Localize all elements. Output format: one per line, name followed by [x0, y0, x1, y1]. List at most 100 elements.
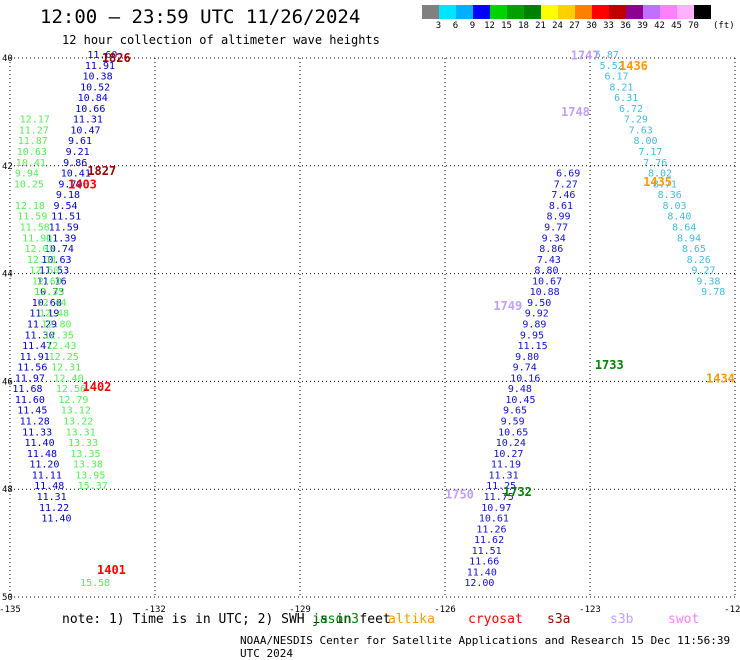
swh-value: 9.54: [54, 201, 78, 212]
colorbar-label: 39: [637, 21, 648, 31]
swh-value: 6.69: [556, 169, 580, 180]
colorbar-label: 9: [469, 21, 476, 31]
swh-value: 7.29: [624, 115, 648, 126]
swh-value: 8.99: [547, 212, 571, 223]
swh-value: 9.50: [527, 298, 551, 309]
swh-value: 11.28: [20, 417, 50, 428]
colorbar-swatch: [439, 5, 456, 19]
colorbar-swatch: [490, 5, 507, 19]
colorbar-label: 42: [654, 21, 665, 31]
swh-value: 11.56: [17, 363, 47, 374]
swh-value: 9.38: [696, 276, 720, 287]
colorbar-label: 3: [435, 21, 442, 31]
colorbar-swatch: [592, 5, 609, 19]
satellite-label-swot: swot: [668, 612, 700, 627]
colorbar-label: 12: [484, 21, 495, 31]
time-annotation: 1826: [102, 51, 131, 65]
satellite-label-s3a: s3a: [547, 612, 571, 627]
swh-value: 12.50: [29, 266, 59, 277]
swh-value: 15.58: [80, 578, 110, 589]
swh-value: 8.80: [534, 266, 558, 277]
swh-value: 11.19: [491, 460, 521, 471]
colorbar: [422, 5, 711, 19]
swh-value: 11.40: [41, 514, 71, 525]
swh-value: 10.45: [505, 395, 535, 406]
swh-value: 13.95: [75, 470, 105, 481]
swh-value: 13.12: [61, 406, 91, 417]
swh-value: 11.48: [34, 481, 64, 492]
swh-value: 10.41: [16, 158, 46, 169]
swh-value: 6.72: [619, 104, 643, 115]
tick-labels: -135 -132 -129 -126 -123 -120 40 42 44 46 48 50: [0, 54, 740, 615]
colorbar-unit: (ft): [713, 21, 735, 31]
swh-value: 11.31: [489, 470, 519, 481]
x-tick-label: -126: [434, 605, 456, 615]
time-annotation: 1436: [619, 59, 648, 73]
swh-value: 9.74: [513, 363, 537, 374]
swh-value: 12.35: [44, 330, 74, 341]
swh-value: 9.18: [56, 190, 80, 201]
swh-value: 9.95: [520, 330, 544, 341]
swh-value: 10.27: [493, 449, 523, 460]
swh-value: 12.44: [37, 298, 67, 309]
swh-value: 12.79: [58, 395, 88, 406]
y-tick-label: 48: [2, 485, 13, 495]
swh-value: 12.80: [41, 320, 71, 331]
swh-value: 13.38: [73, 460, 103, 471]
swh-value: 13.31: [66, 427, 96, 438]
swh-value: 11.51: [51, 212, 81, 223]
swh-value: 11.60: [87, 50, 117, 61]
swh-value: 11.87: [18, 136, 48, 147]
swh-value: 12.48: [39, 309, 69, 320]
swh-value: 9.59: [501, 417, 525, 428]
footer-note: note: 1) Time is in UTC; 2) SWH is in fe…: [62, 612, 391, 627]
colorbar-label: 30: [586, 21, 597, 31]
swh-value: 11.40: [467, 567, 497, 578]
time-annotation: 1750: [445, 488, 474, 502]
swh-value: 11.26: [476, 524, 506, 535]
swh-value: 11.75: [484, 492, 514, 503]
swh-value: 9.92: [525, 309, 549, 320]
satellite-label-jason3: jason3: [312, 612, 359, 627]
swh-value: 11.29: [27, 320, 57, 331]
colorbar-swatch: [456, 5, 473, 19]
swh-value: 11.31: [37, 492, 67, 503]
swh-value: 11.59: [49, 222, 79, 233]
colorbar-swatch: [507, 5, 524, 19]
x-tick-label: -123: [579, 605, 601, 615]
swh-value: 9.61: [68, 136, 92, 147]
swh-value: 9.80: [515, 352, 539, 363]
swh-value: 11.90: [22, 233, 52, 244]
swh-value: 8.40: [667, 212, 691, 223]
swh-value: 9.89: [522, 320, 546, 331]
swh-value: 7.63: [629, 125, 653, 136]
swh-value: 11.91: [20, 352, 50, 363]
swh-value: 11.40: [25, 438, 55, 449]
swh-value: 10.63: [41, 255, 71, 266]
swh-value: 11.19: [29, 309, 59, 320]
colorbar-swatch: [626, 5, 643, 19]
swh-value: 10.67: [532, 276, 562, 287]
swh-value: 9.86: [63, 158, 87, 169]
y-tick-label: 44: [2, 270, 13, 280]
swh-value: 9.27: [692, 266, 716, 277]
swh-value: 9.79: [58, 179, 82, 190]
swh-value: 11.48: [27, 449, 57, 460]
swh-value: 12.56: [56, 384, 86, 395]
swh-value: 6.31: [614, 93, 638, 104]
swh-value: 11.53: [39, 266, 69, 277]
time-annotation: 1401: [97, 563, 126, 577]
colorbar-swatch: [524, 5, 541, 19]
swh-value: 12.31: [51, 363, 81, 374]
x-tick-label: -120: [724, 605, 740, 615]
x-tick-label: -135: [0, 605, 21, 615]
swh-value: 5.52: [600, 61, 624, 72]
swh-value: 7.46: [551, 190, 575, 201]
colorbar-label: 21: [535, 21, 546, 31]
swh-value: 10.88: [530, 287, 560, 298]
y-tick-label: 40: [2, 54, 13, 64]
swh-value: 10.24: [496, 438, 526, 449]
swh-value: 11.22: [39, 503, 69, 514]
